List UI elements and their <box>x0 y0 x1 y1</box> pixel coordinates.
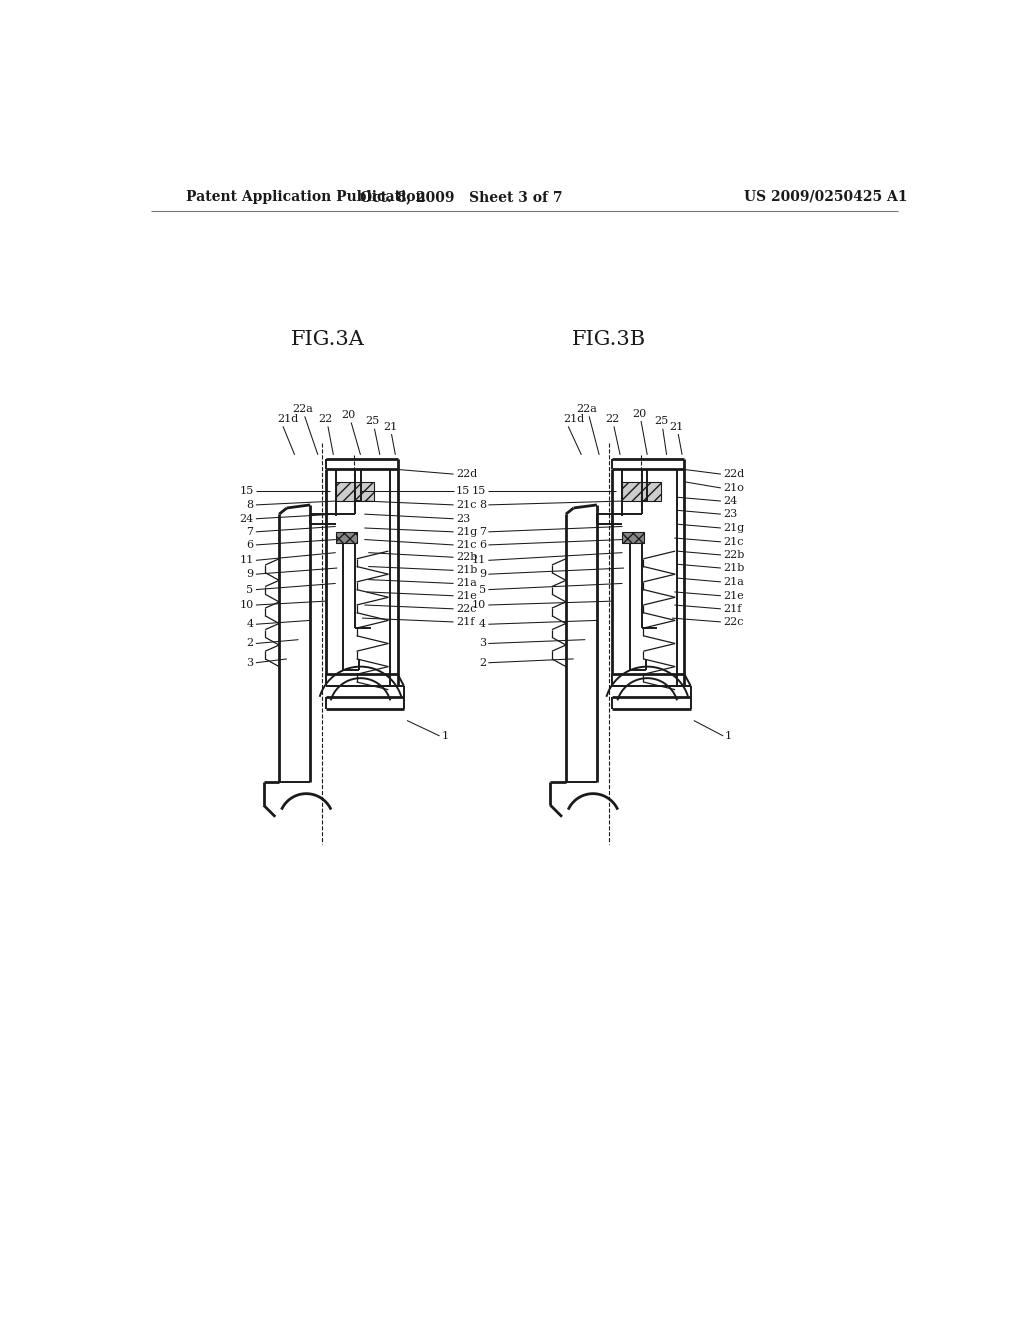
Text: 21b: 21b <box>456 565 477 576</box>
Text: 6: 6 <box>479 540 486 550</box>
Polygon shape <box>623 532 644 544</box>
Polygon shape <box>623 482 662 502</box>
Text: Patent Application Publication: Patent Application Publication <box>186 190 426 203</box>
Text: 23: 23 <box>456 513 470 524</box>
Polygon shape <box>336 482 375 502</box>
Polygon shape <box>336 532 357 544</box>
Text: 5: 5 <box>247 585 254 594</box>
Text: 22b: 22b <box>456 552 477 562</box>
Text: 21: 21 <box>383 422 397 432</box>
Text: 8: 8 <box>479 500 486 510</box>
Text: 21d: 21d <box>278 414 299 424</box>
Text: 4: 4 <box>479 619 486 630</box>
Text: 21f: 21f <box>456 616 474 627</box>
Text: 9: 9 <box>247 569 254 579</box>
Text: 7: 7 <box>479 527 486 537</box>
Text: 22: 22 <box>605 414 620 424</box>
Text: FIG.3B: FIG.3B <box>571 330 645 348</box>
Text: Oct. 8, 2009   Sheet 3 of 7: Oct. 8, 2009 Sheet 3 of 7 <box>360 190 562 203</box>
Text: 2: 2 <box>247 639 254 648</box>
Text: 10: 10 <box>472 601 486 610</box>
Text: 21: 21 <box>670 422 684 432</box>
Text: 22a: 22a <box>577 404 597 414</box>
Text: 11: 11 <box>472 556 486 565</box>
Text: 10: 10 <box>240 601 254 610</box>
Text: 22a: 22a <box>292 404 312 414</box>
Text: 21d: 21d <box>563 414 585 424</box>
Text: 21a: 21a <box>723 577 744 587</box>
Text: 5: 5 <box>479 585 486 594</box>
Text: 15: 15 <box>456 486 470 496</box>
Text: 20: 20 <box>342 411 356 420</box>
Text: 15: 15 <box>472 486 486 496</box>
Text: 20: 20 <box>633 409 646 418</box>
Text: 2: 2 <box>479 657 486 668</box>
Text: 11: 11 <box>240 556 254 565</box>
Text: 15: 15 <box>240 486 254 496</box>
Text: 22b: 22b <box>723 550 744 560</box>
Text: 21f: 21f <box>723 603 741 614</box>
Text: 4: 4 <box>247 619 254 630</box>
Text: 22d: 22d <box>456 469 477 479</box>
Text: 21g: 21g <box>456 527 477 537</box>
Text: 3: 3 <box>479 639 486 648</box>
Text: 22c: 22c <box>456 603 476 614</box>
Text: 22d: 22d <box>723 469 744 479</box>
Text: 1: 1 <box>725 731 732 741</box>
Text: 21c: 21c <box>723 537 743 546</box>
Text: 21o: 21o <box>723 483 744 492</box>
Text: 21a: 21a <box>456 578 477 589</box>
Text: FIG.3A: FIG.3A <box>291 330 365 348</box>
Text: 22c: 22c <box>723 616 743 627</box>
Text: 21e: 21e <box>456 591 476 601</box>
Text: 21c: 21c <box>456 540 476 550</box>
Text: 21c: 21c <box>456 500 476 510</box>
Text: 22: 22 <box>318 414 333 424</box>
Text: 25: 25 <box>654 416 669 426</box>
Text: 24: 24 <box>723 496 737 506</box>
Text: US 2009/0250425 A1: US 2009/0250425 A1 <box>743 190 907 203</box>
Text: 21e: 21e <box>723 591 744 601</box>
Text: 7: 7 <box>247 527 254 537</box>
Text: 21b: 21b <box>723 564 744 573</box>
Text: 6: 6 <box>247 540 254 550</box>
Text: 25: 25 <box>365 416 379 426</box>
Text: 23: 23 <box>723 510 737 519</box>
Text: 3: 3 <box>247 657 254 668</box>
Text: 24: 24 <box>240 513 254 524</box>
Text: 21g: 21g <box>723 523 744 533</box>
Text: 8: 8 <box>247 500 254 510</box>
Text: 9: 9 <box>479 569 486 579</box>
Text: 1: 1 <box>442 731 449 741</box>
